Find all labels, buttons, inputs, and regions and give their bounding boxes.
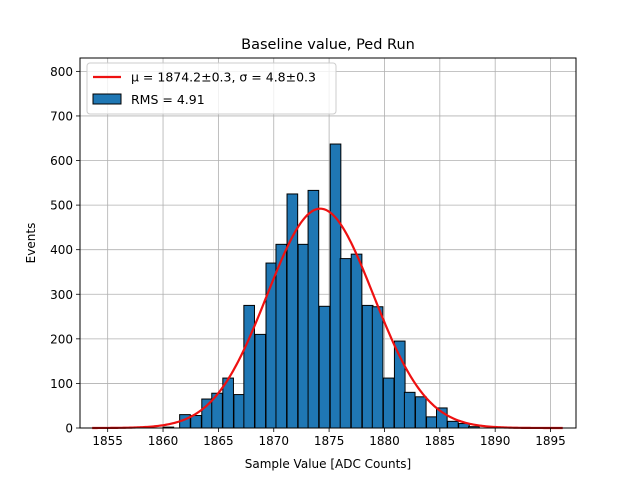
y-axis-label: Events [24,223,38,264]
y-tick-label: 600 [50,154,73,168]
y-axis-ticks: 0 100 200 300 400 500 600 700 800 [50,65,80,436]
histogram-bar [254,333,267,429]
y-tick-label: 100 [50,377,73,391]
histogram-bar [243,304,255,429]
histogram-bar [233,394,246,429]
y-tick-label: 700 [50,109,73,123]
legend-histogram-swatch [92,93,122,105]
x-tick-label: 1895 [535,434,566,448]
histogram-bar [447,420,459,429]
y-tick-label: 400 [50,243,73,257]
x-tick-label: 1890 [480,434,511,448]
histogram-bar [350,253,363,429]
histogram-bar [382,377,395,429]
histogram-bar [297,243,310,429]
legend-fit-label: μ = 1874.2±0.3, σ = 4.8±0.3 [131,70,316,85]
y-tick-label: 500 [50,199,73,213]
y-tick-label: 300 [50,288,73,302]
x-tick-label: 1880 [369,434,400,448]
x-tick-label: 1860 [148,434,179,448]
gaussian-fit [92,207,563,430]
histogram-bar [318,305,331,429]
histogram-bar [329,143,342,429]
legend: μ = 1874.2±0.3, σ = 4.8±0.3 RMS = 4.91 [86,62,337,115]
y-tick-label: 0 [65,422,73,436]
histogram-bar [403,391,416,429]
x-tick-label: 1870 [258,434,289,448]
y-tick-label: 800 [50,65,73,79]
histogram-bar [426,416,438,429]
histogram-bar [201,398,213,429]
legend-box [86,62,337,115]
histogram-bar [307,189,320,429]
legend-histogram-label: RMS = 4.91 [131,92,205,107]
histogram-bar [371,306,384,429]
histogram-bar [265,262,278,429]
fit-curve [92,207,563,430]
histogram-bar [339,258,352,429]
x-axis-label: Sample Value [ADC Counts] [245,457,411,471]
x-tick-label: 1865 [203,434,234,448]
histogram-bar [190,415,202,429]
x-axis-ticks: 1855 1860 1865 1870 1875 1880 1885 1890 1895 [92,428,566,448]
histogram-bar [414,396,427,429]
plot-frame [79,57,577,429]
chart-title: Baseline value, Ped Run [241,37,415,53]
x-tick-label: 1875 [314,434,345,448]
histogram-bar [361,304,374,429]
histogram-bars [162,143,480,429]
x-tick-label: 1855 [92,434,123,448]
x-tick-label: 1885 [425,434,456,448]
y-tick-label: 200 [50,332,73,346]
